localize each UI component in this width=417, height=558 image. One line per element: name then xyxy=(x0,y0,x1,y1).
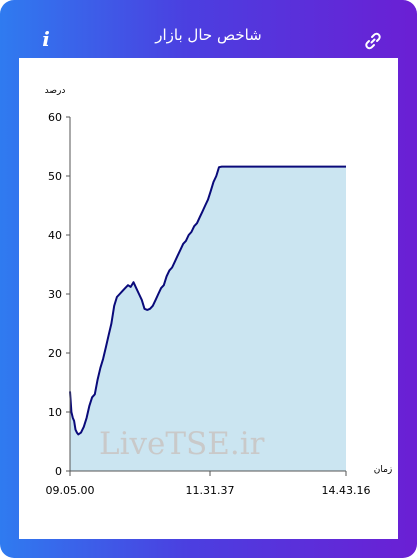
watermark: LiveTSE.ir xyxy=(99,426,265,462)
link-icon[interactable] xyxy=(364,32,382,50)
y-tick-label: 50 xyxy=(48,170,62,183)
area-fill xyxy=(70,166,346,471)
x-axis-label: زمان xyxy=(374,465,393,475)
series-line xyxy=(69,165,346,436)
y-tick-label: 0 xyxy=(55,465,62,478)
y-tick-label: 40 xyxy=(48,229,62,242)
chart-panel: درصد زمان LiveTSE.ir 0 10 20 30 40 50 60 09.05.… xyxy=(19,58,398,539)
y-tick-label: 10 xyxy=(48,406,62,419)
widget-header: i شاخص حال بازار xyxy=(0,0,417,58)
x-tick-label: 11.31.37 xyxy=(186,484,235,497)
y-tick-label: 60 xyxy=(48,111,62,124)
info-icon[interactable]: i xyxy=(42,27,50,51)
y-axis-label: درصد xyxy=(45,86,66,96)
widget-title: شاخص حال بازار xyxy=(155,26,262,44)
x-tick-label: 14.43.16 xyxy=(322,484,371,497)
y-tick-label: 20 xyxy=(48,347,62,360)
x-tick-label: 09.05.00 xyxy=(46,484,95,497)
y-tick-label: 30 xyxy=(48,288,62,301)
market-index-chart: درصد زمان LiveTSE.ir 0 10 20 30 40 50 60 09.05.… xyxy=(45,86,393,497)
